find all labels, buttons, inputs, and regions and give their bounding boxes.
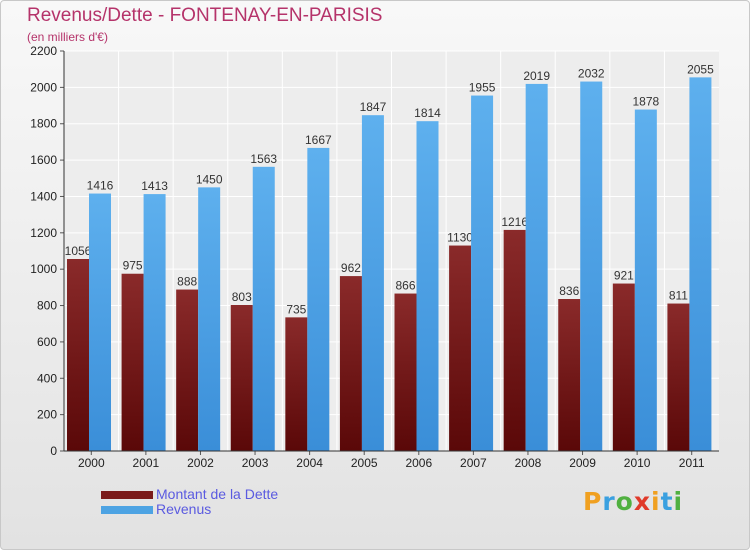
logo-letter: i	[651, 487, 661, 516]
data-label-dette: 1056	[65, 244, 92, 258]
legend-swatch-revenus	[101, 506, 153, 514]
logo-letter: P	[583, 487, 603, 516]
x-tick-label: 2010	[624, 456, 651, 470]
logo-letter: x	[633, 487, 651, 516]
bar-revenus	[525, 83, 548, 451]
bar-dette	[285, 317, 308, 451]
x-tick-label: 2002	[187, 456, 214, 470]
x-tick-label: 2001	[133, 456, 160, 470]
data-label-dette: 811	[669, 289, 688, 303]
data-label-revenus: 2019	[523, 69, 550, 83]
bar-dette	[176, 289, 199, 451]
bar-dette	[67, 259, 89, 451]
y-tick-label: 2200	[30, 44, 57, 58]
data-label-revenus: 1450	[196, 172, 223, 186]
y-tick-label: 400	[37, 371, 57, 385]
data-label-revenus: 1814	[414, 106, 441, 120]
data-label-revenus: 1416	[87, 179, 114, 193]
logo-letter: r	[602, 487, 616, 516]
logo-letter: o	[615, 487, 634, 516]
data-label-dette: 836	[559, 284, 579, 298]
bar-dette	[612, 283, 635, 451]
bar-revenus	[198, 187, 221, 451]
data-label-revenus: 1847	[360, 100, 387, 114]
data-label-dette: 921	[614, 269, 634, 283]
bar-dette	[394, 293, 417, 451]
data-label-revenus: 1878	[632, 95, 659, 109]
bar-dette	[503, 229, 526, 451]
bar-dette	[667, 303, 690, 451]
x-tick-label: 2005	[351, 456, 378, 470]
x-tick-label: 2004	[296, 456, 323, 470]
bar-revenus	[689, 77, 712, 451]
y-tick-label: 0	[50, 444, 57, 458]
y-tick-label: 1600	[30, 153, 57, 167]
bar-revenus	[580, 81, 603, 451]
bar-revenus	[307, 147, 330, 451]
data-label-dette: 975	[123, 259, 143, 273]
y-tick-label: 800	[37, 299, 57, 313]
x-tick-label: 2011	[679, 456, 705, 470]
legend-label-revenus: Revenus	[156, 501, 212, 517]
bar-revenus	[416, 121, 439, 451]
logo-letter: i	[673, 487, 684, 516]
y-tick-label: 600	[37, 335, 57, 349]
chart-title: Revenus/Dette - FONTENAY-EN-PARISIS	[27, 5, 383, 26]
bar-revenus	[634, 109, 657, 451]
proxiti-logo: Proxiti	[583, 487, 683, 516]
legend-label-dette: Montant de la Dette	[156, 486, 279, 502]
data-label-dette: 1130	[447, 231, 473, 245]
bar-revenus	[471, 95, 494, 451]
data-label-dette: 1216	[501, 215, 528, 229]
y-tick-label: 1000	[30, 262, 57, 276]
y-tick-label: 1800	[30, 117, 57, 131]
chart-subtitle: (en milliers d'€)	[27, 30, 108, 44]
x-tick-label: 2000	[78, 456, 105, 470]
bar-revenus	[361, 115, 384, 451]
data-label-revenus: 1413	[141, 179, 168, 193]
data-label-dette: 735	[286, 302, 306, 316]
data-label-dette: 803	[232, 290, 252, 304]
x-tick-label: 2008	[515, 456, 542, 470]
bar-dette	[449, 245, 472, 451]
bar-revenus	[143, 194, 166, 451]
data-label-dette: 888	[177, 275, 197, 289]
data-label-revenus: 1667	[305, 133, 332, 147]
data-label-revenus: 2032	[578, 67, 605, 81]
data-label-revenus: 2055	[687, 62, 714, 76]
y-tick-label: 2000	[30, 80, 57, 94]
bar-revenus	[252, 166, 275, 451]
bar-dette	[339, 276, 362, 451]
bar-revenus	[89, 193, 111, 451]
x-tick-label: 2003	[242, 456, 269, 470]
y-tick-label: 200	[37, 408, 57, 422]
data-label-dette: 962	[341, 261, 361, 275]
x-tick-label: 2006	[405, 456, 432, 470]
logo-letter: t	[660, 487, 674, 516]
x-tick-label: 2007	[460, 456, 487, 470]
y-tick-label: 1400	[30, 189, 57, 203]
bar-dette	[230, 305, 253, 451]
bar-dette	[558, 299, 581, 451]
data-label-revenus: 1955	[469, 81, 496, 95]
legend-swatch-dette	[101, 491, 153, 499]
y-tick-label: 1200	[30, 226, 57, 240]
x-tick-label: 2009	[569, 456, 596, 470]
data-label-revenus: 1563	[250, 152, 277, 166]
bar-dette	[121, 273, 144, 451]
data-label-dette: 866	[395, 279, 415, 293]
